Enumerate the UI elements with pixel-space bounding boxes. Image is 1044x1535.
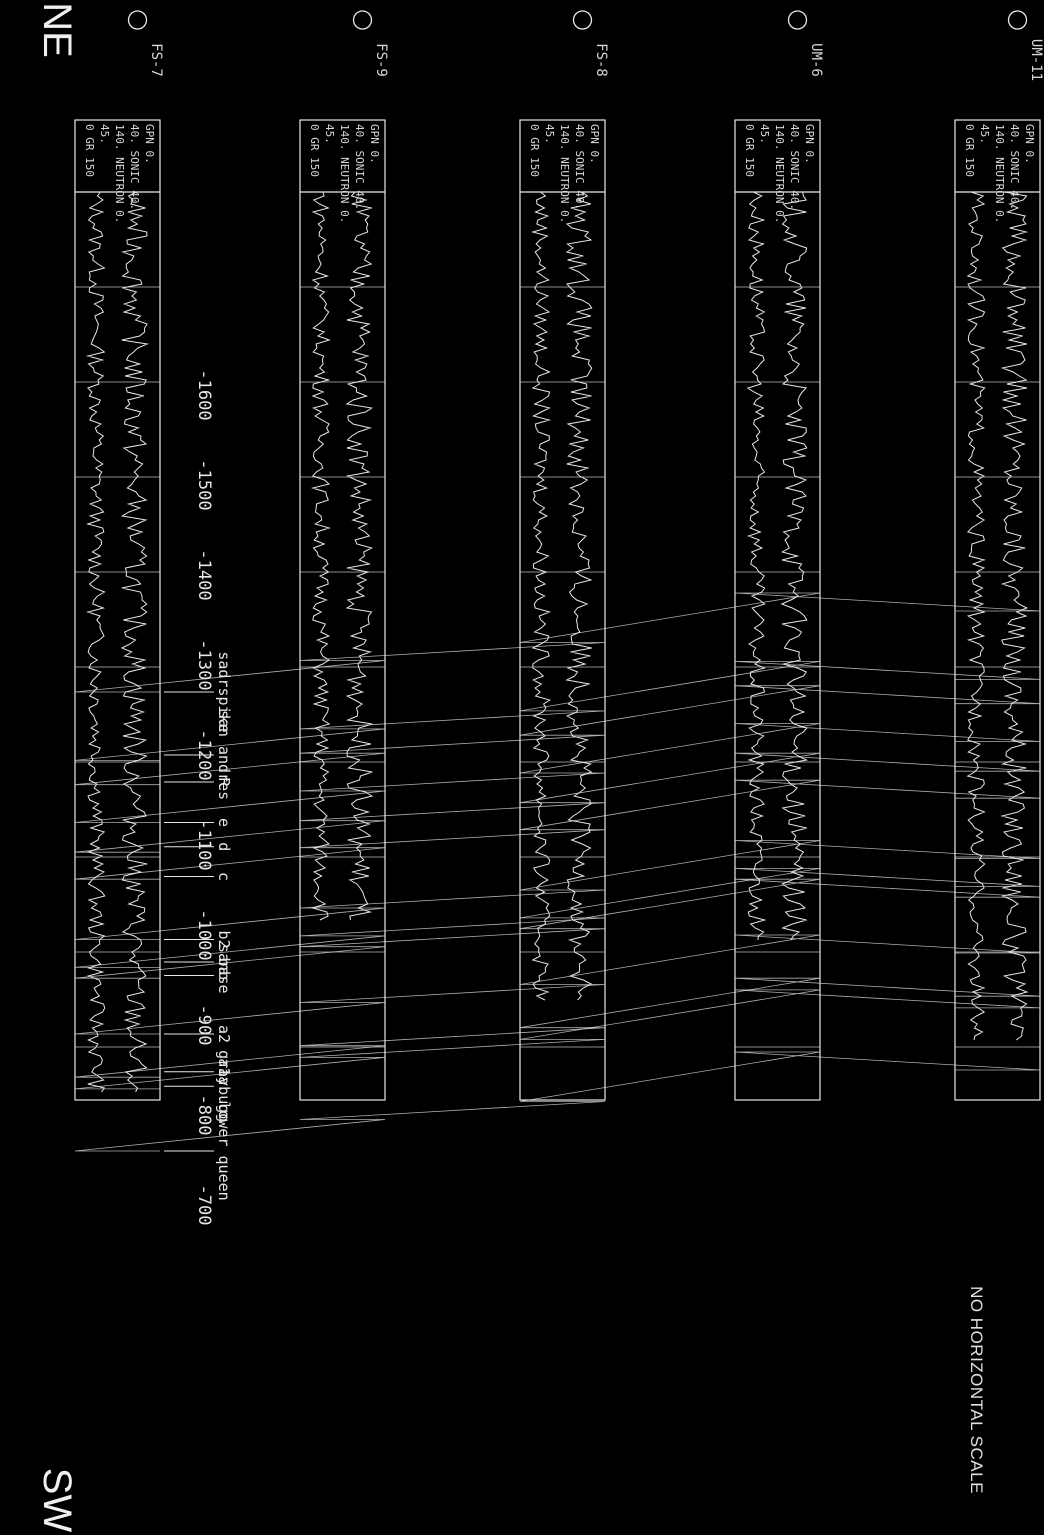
depth-tick-label: -700	[194, 1185, 214, 1226]
correlation-line	[74, 878, 1041, 979]
correlation-line	[74, 868, 1041, 968]
formation-top-label: sanb	[215, 944, 233, 980]
well-symbol	[787, 10, 808, 30]
log-curve	[1000, 191, 1029, 1041]
depth-tick-label: -900	[194, 1005, 214, 1046]
well-logs: GPN 0.40. SONIC 40.140. NEUTRON 0.45.0 G…	[74, 10, 1044, 1101]
correlation-lines	[74, 592, 1041, 1152]
ne-label: NE	[35, 2, 79, 58]
log-curve	[530, 191, 552, 1001]
log-header-line: 45.	[98, 124, 111, 144]
well-um-6: GPN 0.40. SONIC 40.140. NEUTRON 0.45.0 G…	[734, 10, 824, 1101]
log-curve	[746, 191, 767, 941]
sw-label: SW	[35, 1468, 79, 1533]
depth-tick-label: -1400	[194, 549, 214, 600]
log-header-line: 45.	[758, 124, 771, 144]
log-curve	[120, 191, 150, 1093]
log-curve	[310, 191, 331, 921]
formation-top-label: b2	[215, 930, 233, 948]
well-name: FS-9	[373, 43, 389, 77]
correlation-line	[74, 685, 1041, 786]
formation-top-label: a2	[215, 1025, 233, 1043]
log-header-line: 45.	[323, 124, 336, 144]
log-curve	[780, 191, 809, 941]
correlation-line	[74, 977, 1041, 1078]
depth-tick-label: -1000	[194, 909, 214, 960]
log-header-line: 45.	[978, 124, 991, 144]
formation-top-label: d	[215, 842, 233, 851]
no-horizontal-scale-note: NO HORIZONTAL SCALE	[967, 1286, 986, 1494]
formation-top-label: graybugg	[215, 1050, 233, 1122]
depth-axis: -700-800-900-1000-1100-1200-1300-1400-15…	[194, 369, 214, 1225]
well-name: FS-7	[148, 43, 164, 77]
formation-top-label: c	[215, 872, 233, 881]
well-fs-7: GPN 0.40. SONIC 40.140. NEUTRON 0.45.0 G…	[74, 10, 164, 1101]
correlation-line	[74, 934, 1041, 1035]
log-header-line: 0 GR 150	[308, 124, 321, 177]
log-header-line: 140. NEUTRON 0.	[993, 124, 1006, 223]
correlation-line	[74, 840, 1041, 940]
correlation-line	[74, 779, 1041, 880]
formation-top-label: san andres	[215, 710, 233, 800]
log-header-line: GPN 0.	[368, 124, 381, 164]
depth-tick-label: -800	[194, 1095, 214, 1136]
depth-tick-label: -1100	[194, 819, 214, 870]
well-log-frame	[519, 119, 606, 1101]
well-name: UM-6	[808, 43, 824, 77]
log-header-line: 40. SONIC 40.	[353, 124, 366, 210]
well-name: UM-11	[1028, 39, 1044, 81]
well-fs-9: GPN 0.40. SONIC 40.140. NEUTRON 0.45.0 G…	[299, 10, 389, 1101]
well-symbol	[127, 10, 148, 30]
well-symbol	[572, 10, 593, 30]
log-header-line: 40. SONIC 40.	[573, 124, 586, 210]
log-header-line: 40. SONIC 40.	[788, 124, 801, 210]
log-header-line: GPN 0.	[143, 124, 156, 164]
depth-tick-label: -1300	[194, 639, 214, 690]
depth-tick-label: -1500	[194, 459, 214, 510]
well-symbol	[352, 10, 373, 30]
log-header-line: 40. SONIC 40.	[128, 124, 141, 210]
correlation-line	[74, 1051, 1041, 1152]
correlation-line	[74, 661, 1041, 761]
log-header-line: GPN 0.	[588, 124, 601, 164]
correlation-line	[74, 989, 1041, 1090]
formation-top-label: e	[215, 818, 233, 827]
well-log-frame	[954, 119, 1041, 1101]
log-header-line: 40. SONIC 40.	[1008, 124, 1021, 210]
log-header-line: 0 GR 150	[528, 124, 541, 177]
log-curve	[565, 191, 593, 1001]
log-header-line: 140. NEUTRON 0.	[773, 124, 786, 223]
log-curve	[85, 191, 106, 1093]
formation-top-label: base	[215, 957, 233, 993]
log-curve	[345, 191, 374, 921]
well-symbol	[1007, 10, 1028, 30]
log-header-line: GPN 0.	[1023, 124, 1036, 164]
formation-top-label: lower queen	[215, 1101, 233, 1200]
well-log-frame	[74, 119, 161, 1101]
log-header-line: 45.	[543, 124, 556, 144]
depth-tick-label: -1600	[194, 369, 214, 420]
well-fs-8: GPN 0.40. SONIC 40.140. NEUTRON 0.45.0 G…	[519, 10, 609, 1101]
formation-top-label: R	[215, 777, 233, 787]
well-log-frame	[734, 119, 821, 1101]
well-name: FS-8	[593, 43, 609, 77]
log-header-line: 0 GR 150	[963, 124, 976, 177]
formation-top-label: sadrspike	[215, 651, 233, 732]
correlation-line	[74, 592, 1041, 693]
well-log-frame	[299, 119, 386, 1101]
correlation-line	[74, 752, 1041, 853]
log-header-line: GPN 0.	[803, 124, 816, 164]
log-header-line: 0 GR 150	[83, 124, 96, 177]
log-header-line: 140. NEUTRON 0.	[558, 124, 571, 223]
correlation-line	[74, 723, 1041, 823]
log-header-line: 140. NEUTRON 0.	[338, 124, 351, 223]
log-header-line: 0 GR 150	[743, 124, 756, 177]
log-curve	[966, 191, 986, 1041]
log-header-line: 140. NEUTRON 0.	[113, 124, 126, 223]
well-um-11: GPN 0.40. SONIC 40.140. NEUTRON 0.45.0 G…	[954, 10, 1044, 1101]
formation-top-label: a1a	[215, 1058, 233, 1085]
